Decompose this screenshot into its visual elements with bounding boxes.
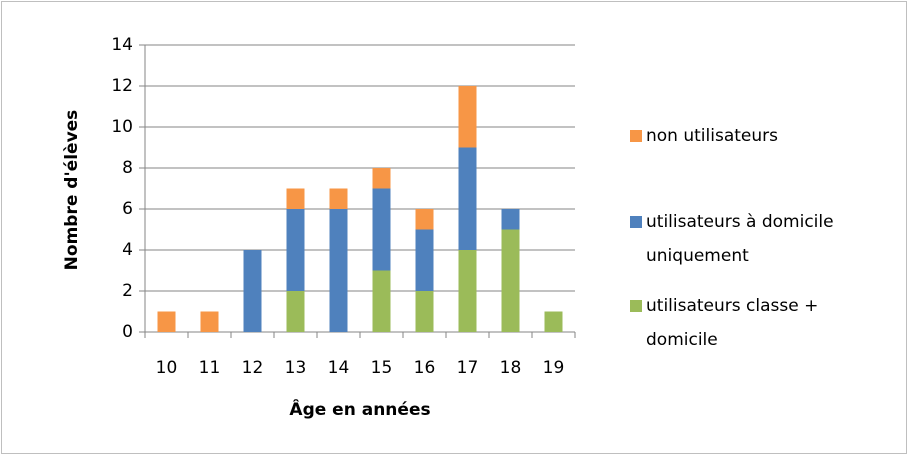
bar-segment [501,229,520,332]
legend-label: utilisateurs classe + domicile [646,296,818,350]
x-tick-label: 10 [156,358,178,378]
x-tick-label: 15 [371,358,393,378]
y-tick-label: 0 [122,322,133,342]
legend-swatch [630,216,642,228]
bar-segment [286,291,305,332]
x-tick-label: 14 [328,358,350,378]
x-tick-label: 17 [457,358,479,378]
x-axis-title: Âge en années [289,398,430,420]
y-tick-label: 6 [122,199,133,219]
y-tick-label: 4 [122,240,133,260]
x-tick-label: 18 [500,358,522,378]
bar-segment [415,229,434,291]
bar-segment [329,209,348,332]
bar-segment [200,311,219,332]
bar-segment [415,291,434,332]
y-axis-title: Nombre d'élèves [62,110,82,271]
bar-segment [286,209,305,291]
bar-segment [458,147,477,250]
bar-segment [329,188,348,209]
bar-segment [501,209,520,230]
y-tick-label: 12 [111,76,133,96]
bar-segment [157,311,176,332]
legend-swatch [630,130,642,142]
legend-label: non utilisateurs [646,126,778,146]
bar-segment [458,86,477,148]
y-tick-label: 14 [111,35,133,55]
bar-segment [544,311,563,332]
bar-segment [243,250,262,332]
bar-segment [415,209,434,230]
legend-label: utilisateurs à domicile uniquement [646,212,834,266]
bar-segment [372,188,391,271]
x-tick-label: 12 [242,358,264,378]
bar-segment [286,188,305,209]
y-tick-label: 8 [122,158,133,178]
x-tick-label: 19 [543,358,565,378]
x-tick-label: 13 [285,358,307,378]
bar-segment [458,250,477,332]
legend-swatch [630,300,642,312]
x-tick-label: 16 [414,358,436,378]
bar-segment [372,168,391,189]
y-tick-label: 10 [111,117,133,137]
y-tick-label: 2 [122,281,133,301]
x-tick-label: 11 [199,358,221,378]
bar-segment [372,270,391,332]
